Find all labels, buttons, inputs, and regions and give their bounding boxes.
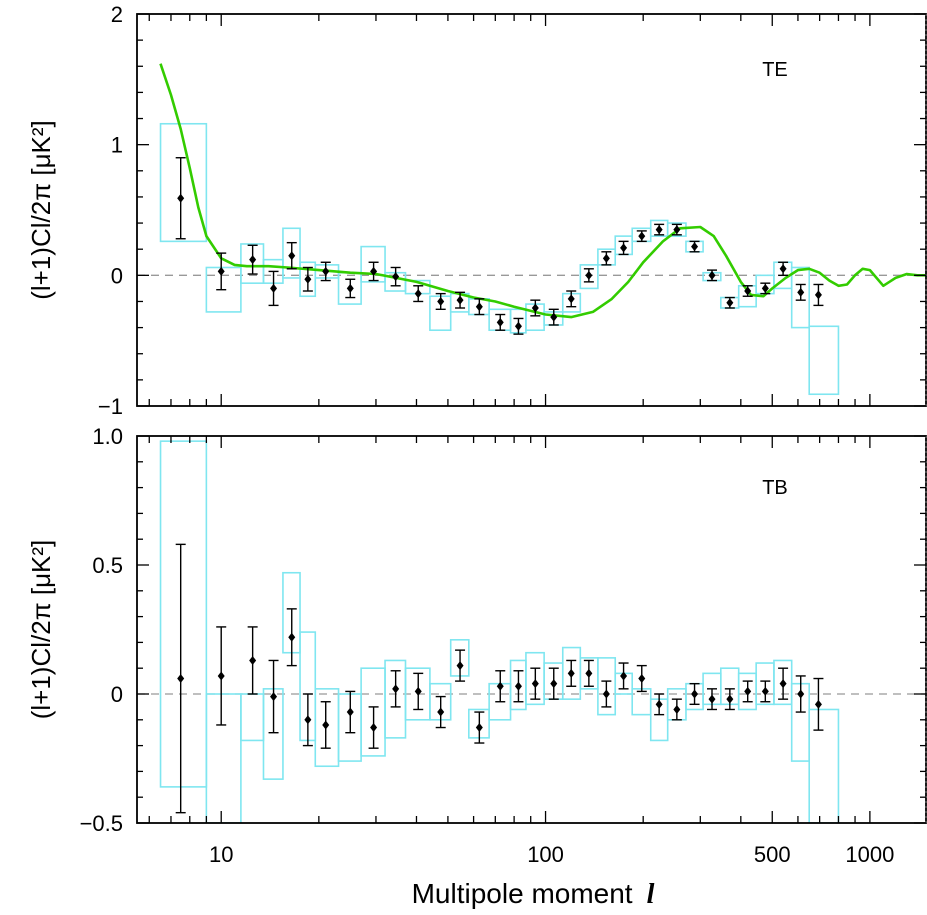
data-point-6 bbox=[322, 267, 329, 276]
data-points bbox=[176, 158, 824, 334]
data-point-23 bbox=[656, 700, 663, 709]
data-point-22 bbox=[638, 232, 645, 241]
data-point-6 bbox=[322, 720, 329, 729]
data-point-2 bbox=[249, 656, 256, 665]
data-point-2 bbox=[249, 255, 256, 264]
x-axis-title-symbol: l bbox=[647, 879, 655, 910]
data-point-20 bbox=[603, 254, 610, 263]
data-point-4 bbox=[288, 251, 295, 260]
box-0 bbox=[161, 441, 207, 787]
data-point-27 bbox=[726, 695, 733, 704]
data-point-30 bbox=[780, 679, 787, 688]
data-point-19 bbox=[585, 669, 592, 678]
x-axis-title: Multipole moment l bbox=[412, 878, 655, 910]
te-panel: 2 1 0 −1 TE (l+1)Cl/2π [μK²] bbox=[26, 2, 927, 419]
data-point-25 bbox=[691, 242, 698, 251]
y-tick-label-0: 1.0 bbox=[92, 424, 123, 449]
data-point-0 bbox=[177, 194, 184, 203]
y-tick-label-2: 0 bbox=[111, 263, 123, 288]
data-point-0 bbox=[177, 674, 184, 683]
data-point-13 bbox=[476, 723, 483, 732]
data-point-8 bbox=[370, 723, 377, 732]
data-point-7 bbox=[347, 284, 354, 293]
y-tick-label-1: 0.5 bbox=[92, 553, 123, 578]
box-32 bbox=[809, 709, 838, 823]
binning-boxes bbox=[161, 441, 839, 823]
data-point-15 bbox=[515, 682, 522, 691]
y-tick-label-3: −1 bbox=[98, 394, 123, 419]
data-point-21 bbox=[620, 243, 627, 252]
x-tick-label-3: 1000 bbox=[845, 842, 894, 867]
x-tick-label-1: 100 bbox=[527, 842, 564, 867]
data-point-20 bbox=[603, 690, 610, 699]
data-point-18 bbox=[568, 669, 575, 678]
panel-label: TE bbox=[762, 59, 788, 81]
y-tick-label-2: 0 bbox=[111, 682, 123, 707]
data-point-17 bbox=[550, 679, 557, 688]
binning-boxes bbox=[161, 124, 839, 394]
data-point-23 bbox=[656, 225, 663, 234]
data-point-27 bbox=[726, 298, 733, 307]
data-point-31 bbox=[797, 690, 804, 699]
data-point-30 bbox=[780, 264, 787, 273]
data-point-4 bbox=[288, 633, 295, 642]
data-point-16 bbox=[532, 679, 539, 688]
box-32 bbox=[809, 326, 838, 394]
data-point-32 bbox=[815, 700, 822, 709]
data-point-11 bbox=[437, 708, 444, 717]
data-point-9 bbox=[392, 684, 399, 693]
panel-frame bbox=[137, 14, 926, 406]
box-22 bbox=[632, 689, 651, 715]
y-axis-title: (l+1)Cl/2π [μK²] bbox=[26, 120, 56, 300]
data-point-31 bbox=[797, 288, 804, 297]
data-point-7 bbox=[347, 708, 354, 717]
data-point-32 bbox=[815, 290, 822, 299]
x-axis-title-text: Multipole moment bbox=[412, 878, 633, 909]
data-point-5 bbox=[304, 715, 311, 724]
y-ticks bbox=[137, 14, 926, 406]
panel-frame bbox=[137, 436, 926, 823]
x-tick-label-0: 10 bbox=[209, 842, 233, 867]
data-point-12 bbox=[457, 661, 464, 670]
data-point-15 bbox=[515, 322, 522, 331]
data-point-10 bbox=[415, 289, 422, 298]
data-point-25 bbox=[691, 690, 698, 699]
data-point-14 bbox=[497, 318, 504, 327]
data-point-13 bbox=[476, 302, 483, 311]
y-tick-label-1: 1 bbox=[111, 133, 123, 158]
data-point-3 bbox=[270, 692, 277, 701]
y-ticks bbox=[137, 436, 926, 823]
data-point-11 bbox=[437, 297, 444, 306]
y-tick-label-3: −0.5 bbox=[80, 811, 123, 836]
y-axis-title: (l+1)Cl/2π [μK²] bbox=[26, 540, 56, 720]
data-point-12 bbox=[457, 296, 464, 305]
data-point-22 bbox=[638, 674, 645, 683]
data-point-1 bbox=[218, 671, 225, 680]
data-point-18 bbox=[568, 294, 575, 303]
data-point-26 bbox=[709, 695, 716, 704]
y-tick-label-0: 2 bbox=[111, 2, 123, 27]
x-tick-label-2: 500 bbox=[754, 842, 791, 867]
tb-panel: 1.0 0.5 0 −0.5 TB (l+1)Cl/2π [μK²] bbox=[26, 424, 927, 836]
box-1 bbox=[206, 694, 241, 823]
model-curve bbox=[161, 64, 927, 317]
box-2 bbox=[241, 694, 264, 740]
data-points bbox=[176, 544, 824, 812]
x-axis-tick-labels: 10 100 500 1000 bbox=[209, 842, 894, 867]
panel-label: TB bbox=[762, 477, 788, 499]
data-point-5 bbox=[304, 275, 311, 284]
data-point-24 bbox=[673, 705, 680, 714]
data-point-19 bbox=[585, 271, 592, 280]
data-point-3 bbox=[270, 284, 277, 293]
